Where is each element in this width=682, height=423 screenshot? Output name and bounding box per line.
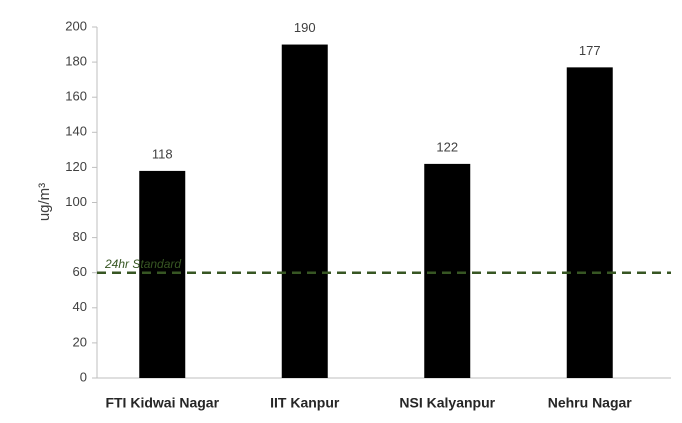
y-tick-label: 0 bbox=[80, 369, 87, 384]
data-label: 177 bbox=[579, 43, 601, 58]
y-axis-label: ug/m³ bbox=[36, 183, 53, 221]
y-tick-label: 180 bbox=[65, 54, 87, 69]
y-tick-label: 40 bbox=[73, 299, 87, 314]
y-tick-label: 140 bbox=[65, 124, 87, 139]
bar bbox=[566, 67, 613, 379]
y-tick-label: 120 bbox=[65, 159, 87, 174]
x-tick-label: Nehru Nagar bbox=[548, 395, 633, 411]
y-tick-label: 60 bbox=[73, 264, 87, 279]
y-tick-label: 80 bbox=[73, 229, 87, 244]
bar bbox=[424, 163, 471, 378]
data-label: 122 bbox=[436, 139, 458, 154]
y-tick-label: 160 bbox=[65, 89, 87, 104]
data-label: 118 bbox=[152, 146, 173, 161]
bar bbox=[139, 170, 186, 378]
x-tick-label: IIT Kanpur bbox=[270, 395, 340, 411]
data-label: 190 bbox=[294, 20, 316, 35]
y-tick-label: 200 bbox=[65, 18, 87, 33]
y-tick-label: 100 bbox=[65, 194, 87, 209]
reference-label: 24hr Standard bbox=[104, 257, 181, 271]
x-tick-label: NSI Kalyanpur bbox=[399, 395, 495, 411]
y-tick-label: 20 bbox=[73, 334, 87, 349]
bar bbox=[281, 44, 328, 379]
x-tick-label: FTI Kidwai Nagar bbox=[105, 395, 219, 411]
